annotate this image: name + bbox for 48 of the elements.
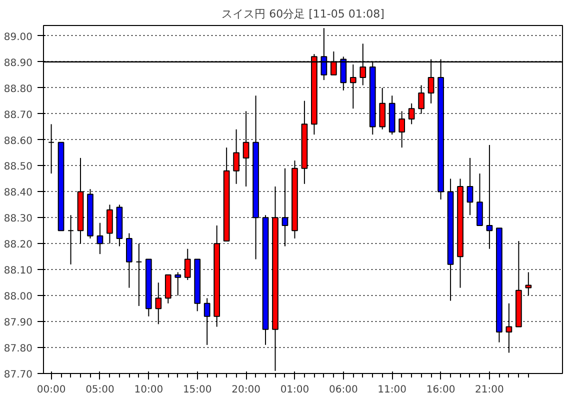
x-tick-label: 00:00 [36, 384, 66, 396]
y-tick-label: 88.90 [4, 58, 33, 69]
y-tick-label: 88.50 [4, 162, 33, 173]
candlestick [136, 243, 142, 306]
candlestick [48, 124, 54, 174]
y-tick-label: 88.60 [4, 136, 33, 147]
x-tick-label: 16:00 [426, 384, 456, 396]
chart-title: スイス円 60分足 [11-05 01:08] [222, 8, 384, 20]
candlestick [418, 84, 424, 114]
candlestick [68, 214, 74, 265]
y-tick-label: 88.40 [4, 188, 33, 199]
x-tick-label: 10:00 [134, 384, 164, 396]
candlestick [126, 232, 132, 288]
candlestick [106, 204, 113, 244]
candlestick [174, 272, 182, 296]
y-tick-label: 88.00 [4, 292, 33, 303]
y-tick-label: 87.80 [4, 344, 33, 355]
candlestick [184, 248, 191, 281]
candlestick [242, 110, 250, 188]
y-tick-label: 87.90 [4, 318, 33, 329]
x-tick-label: 05:00 [86, 384, 114, 396]
candlestick [379, 87, 386, 130]
y-tick-label: 87.70 [4, 370, 33, 380]
y-tick-label: 89.00 [4, 32, 33, 43]
x-tick-label: 21:00 [475, 384, 504, 396]
candlestick [282, 168, 288, 247]
candlestick [398, 110, 406, 148]
y-tick-label: 88.30 [4, 214, 33, 225]
y-tick-label: 88.20 [4, 240, 33, 251]
candlestick [233, 128, 240, 184]
candlestick [96, 222, 104, 255]
candlestick [525, 272, 532, 296]
candlestick [204, 298, 210, 346]
x-tick-label: 06:00 [329, 384, 358, 396]
candlestick [486, 144, 493, 250]
candlestick [164, 274, 172, 304]
y-tick-label: 88.80 [4, 84, 33, 95]
candlestick [466, 157, 474, 216]
x-tick-label: 11:00 [378, 384, 407, 396]
candlestick [155, 282, 162, 325]
x-tick-label: 15:00 [182, 384, 212, 396]
candlestick [476, 173, 483, 226]
x-tick-label: 01:00 [280, 384, 310, 396]
x-tick-label: 20:00 [232, 384, 260, 396]
candlestick [350, 64, 356, 110]
y-tick-label: 88.70 [4, 110, 33, 121]
y-tick-label: 88.10 [4, 266, 33, 277]
candlestick [408, 102, 415, 125]
